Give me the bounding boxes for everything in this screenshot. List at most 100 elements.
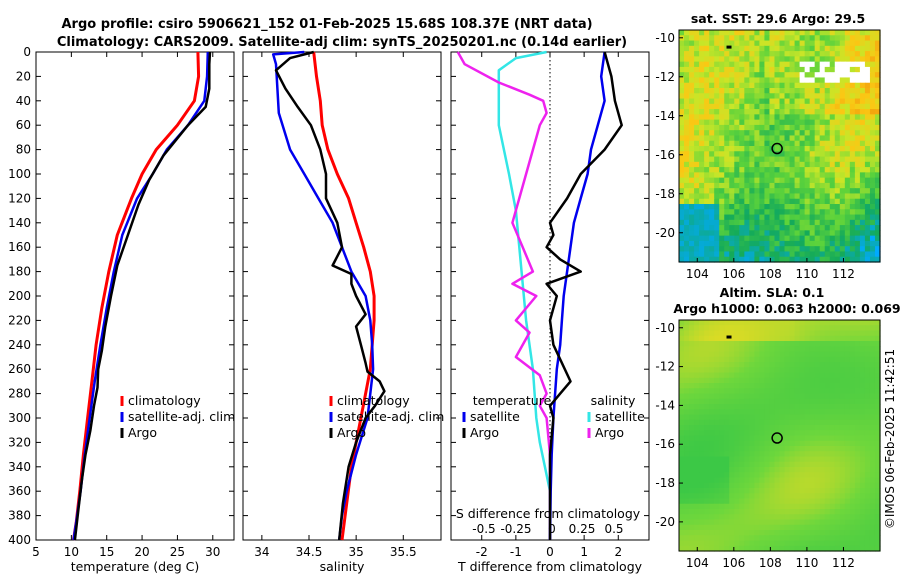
sla-cell xyxy=(844,482,851,489)
sst-cell xyxy=(854,72,861,79)
sla-cell xyxy=(699,440,705,447)
sla-cell xyxy=(764,477,771,484)
sla-cell xyxy=(754,503,761,510)
sla-cell xyxy=(699,519,705,526)
sst-cell xyxy=(799,72,806,79)
sst-cell xyxy=(819,88,826,94)
sla-cell xyxy=(784,388,791,395)
sla-cell xyxy=(829,435,836,442)
sst-cell xyxy=(759,130,766,137)
sst-cell xyxy=(789,30,796,36)
sst-cell xyxy=(754,72,761,79)
sla-cell xyxy=(779,398,786,405)
sla-cell xyxy=(719,425,725,431)
sla-cell xyxy=(854,461,861,468)
sst-cell xyxy=(744,246,750,253)
sla-cell xyxy=(744,519,750,526)
sst-cell xyxy=(814,230,821,237)
sst-cell xyxy=(829,66,836,73)
sst-cell xyxy=(719,66,725,73)
sla-cell xyxy=(679,356,685,363)
sla-cell xyxy=(684,509,690,515)
sla-cell xyxy=(809,393,816,400)
sst-cell xyxy=(829,161,836,168)
sst-cell xyxy=(809,214,816,221)
sla-cell xyxy=(734,493,740,500)
sla-cell xyxy=(744,545,750,552)
sla-cell xyxy=(734,472,740,479)
sst-cell xyxy=(704,51,710,57)
sst-cell xyxy=(854,172,861,179)
sla-cell xyxy=(759,519,766,526)
sla-cell xyxy=(764,320,771,326)
sst-cell xyxy=(829,98,836,105)
x-tick-label: 2 xyxy=(614,545,622,559)
sst-cell xyxy=(729,72,735,79)
sst-cell xyxy=(769,214,776,221)
sla-cell xyxy=(804,477,811,484)
sla-cell xyxy=(859,341,866,347)
sla-cell xyxy=(749,383,755,389)
sla-cell xyxy=(764,498,771,505)
sla-cell xyxy=(769,325,776,332)
sla-cell xyxy=(709,524,715,531)
sst-cell xyxy=(824,119,831,126)
sst-cell xyxy=(694,182,700,189)
sst-cell xyxy=(714,77,720,84)
sst-cell xyxy=(829,124,836,131)
sst-cell xyxy=(849,177,856,184)
sst-cell xyxy=(819,119,826,126)
sst-cell xyxy=(689,109,695,115)
sst-cell xyxy=(789,167,796,173)
sla-cell xyxy=(764,346,771,353)
x-tick-label: 35.5 xyxy=(390,545,417,559)
sla-cell xyxy=(789,325,796,332)
sla-cell xyxy=(769,535,776,542)
top-tick-label: -0.25 xyxy=(500,522,531,536)
sst-cell xyxy=(809,88,816,94)
sla-cell xyxy=(824,535,831,542)
sla-cell xyxy=(789,383,796,389)
sst-cell xyxy=(704,161,710,168)
sst-cell xyxy=(679,225,685,231)
sst-cell xyxy=(764,66,771,73)
sla-cell xyxy=(789,356,796,363)
sst-cell xyxy=(814,225,821,231)
sst-cell xyxy=(819,225,826,231)
sla-cell xyxy=(789,346,796,353)
sla-cell xyxy=(854,456,861,463)
sst-cell xyxy=(749,240,755,247)
sst-cell xyxy=(849,235,856,242)
sla-cell xyxy=(739,398,745,405)
sla-cell xyxy=(704,440,710,447)
sla-cell xyxy=(804,540,811,547)
map-y-tick-label: -10 xyxy=(655,321,675,335)
sst-cell xyxy=(794,214,801,221)
sla-cell xyxy=(744,530,750,536)
sst-cell xyxy=(734,193,740,200)
sla-cell xyxy=(724,393,730,400)
sst-cell xyxy=(829,114,836,121)
sst-cell xyxy=(749,256,755,263)
sst-cell xyxy=(819,246,826,253)
sst-cell xyxy=(769,40,776,47)
sst-cell xyxy=(739,103,745,110)
sst-cell xyxy=(774,66,781,73)
sla-cell xyxy=(724,320,730,326)
sst-cell xyxy=(799,40,806,47)
sst-cell xyxy=(714,146,720,152)
sst-cell xyxy=(864,225,871,231)
sst-cell xyxy=(874,51,881,57)
sla-cell xyxy=(854,488,861,494)
sla-cell xyxy=(874,451,881,458)
sla-cell xyxy=(839,325,846,332)
sst-cell xyxy=(684,204,690,210)
sst-cell xyxy=(759,77,766,84)
sla-cell xyxy=(789,467,796,473)
sla-cell xyxy=(684,425,690,431)
sst-cell xyxy=(689,114,695,121)
sst-cell xyxy=(864,246,871,253)
sst-cell xyxy=(774,188,781,195)
sla-cell xyxy=(859,393,866,400)
sla-cell xyxy=(864,393,871,400)
